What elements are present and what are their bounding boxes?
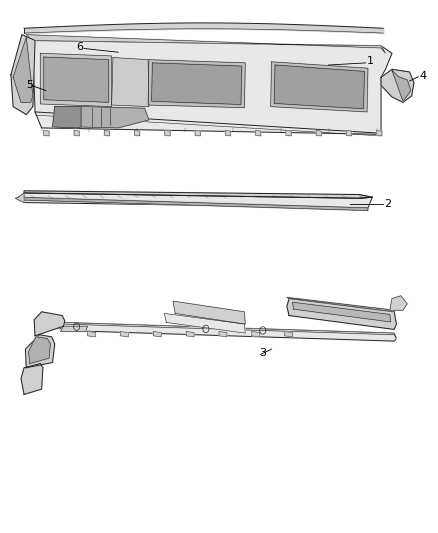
- Polygon shape: [381, 69, 414, 102]
- Polygon shape: [285, 332, 293, 337]
- Polygon shape: [165, 131, 170, 136]
- Polygon shape: [252, 332, 260, 337]
- Polygon shape: [152, 63, 242, 104]
- Text: 3: 3: [259, 348, 266, 358]
- Polygon shape: [33, 41, 392, 134]
- Polygon shape: [164, 313, 245, 333]
- Polygon shape: [173, 301, 245, 324]
- Polygon shape: [57, 322, 396, 341]
- Polygon shape: [44, 57, 109, 102]
- Polygon shape: [219, 332, 227, 337]
- Text: 1: 1: [367, 56, 374, 66]
- Polygon shape: [271, 62, 368, 112]
- Polygon shape: [24, 191, 372, 198]
- Polygon shape: [390, 296, 407, 310]
- Polygon shape: [226, 131, 231, 136]
- Text: 5: 5: [26, 80, 33, 90]
- Polygon shape: [377, 131, 382, 136]
- Polygon shape: [21, 364, 43, 394]
- Text: 4: 4: [419, 71, 426, 80]
- Polygon shape: [77, 107, 149, 128]
- Polygon shape: [11, 35, 35, 115]
- Polygon shape: [392, 70, 411, 101]
- Polygon shape: [26, 35, 385, 53]
- Polygon shape: [186, 332, 194, 337]
- Polygon shape: [153, 332, 161, 337]
- Polygon shape: [148, 60, 245, 108]
- Polygon shape: [44, 131, 49, 136]
- Polygon shape: [60, 326, 88, 332]
- Polygon shape: [346, 131, 352, 136]
- Polygon shape: [104, 131, 110, 136]
- Polygon shape: [25, 335, 55, 368]
- Polygon shape: [28, 337, 50, 364]
- Polygon shape: [18, 193, 372, 208]
- Polygon shape: [287, 298, 396, 329]
- Polygon shape: [120, 332, 128, 337]
- Polygon shape: [293, 302, 391, 322]
- Polygon shape: [316, 131, 321, 136]
- Polygon shape: [274, 65, 364, 109]
- Polygon shape: [286, 131, 291, 136]
- Text: 6: 6: [76, 42, 83, 52]
- Text: 2: 2: [384, 199, 391, 208]
- Polygon shape: [15, 193, 24, 203]
- Polygon shape: [88, 332, 95, 337]
- Polygon shape: [53, 107, 81, 128]
- Polygon shape: [74, 131, 79, 136]
- Polygon shape: [256, 131, 261, 136]
- Polygon shape: [34, 312, 65, 336]
- Polygon shape: [112, 58, 149, 107]
- Polygon shape: [40, 53, 112, 107]
- Polygon shape: [195, 131, 200, 136]
- Polygon shape: [13, 37, 33, 102]
- Polygon shape: [134, 131, 140, 136]
- Polygon shape: [287, 297, 396, 312]
- Polygon shape: [64, 322, 396, 338]
- Polygon shape: [18, 197, 368, 211]
